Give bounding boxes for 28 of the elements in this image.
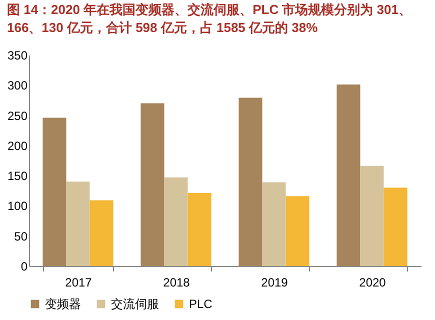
bar <box>42 118 66 266</box>
bar <box>360 166 384 266</box>
x-tick-label: 2019 <box>261 276 288 290</box>
bar <box>140 103 164 266</box>
y-tick-label: 250 <box>7 108 28 123</box>
y-tick-label: 50 <box>14 229 28 244</box>
y-tick-label: 350 <box>7 48 28 62</box>
bar <box>188 193 212 266</box>
legend-label: PLC <box>189 297 213 311</box>
x-tick-label: 2018 <box>163 276 190 290</box>
legend-label: 变频器 <box>45 297 81 311</box>
bar <box>384 188 408 266</box>
y-tick-label: 100 <box>7 199 28 214</box>
y-tick-label: 300 <box>7 78 28 93</box>
bar <box>286 196 310 266</box>
legend-label: 交流伺服 <box>111 297 159 311</box>
bar <box>336 84 360 266</box>
x-tick-label: 2020 <box>359 276 386 290</box>
chart-title: 图 14：2020 年在我国变频器、交流伺服、PLC 市场规模分别为 301、166、130 亿元，合计 598 亿元，占 1585 亿元的 38% <box>6 2 412 35</box>
bar <box>238 98 262 266</box>
y-tick-label: 0 <box>20 260 28 274</box>
bar <box>262 182 286 266</box>
bar <box>66 182 90 266</box>
bar <box>90 200 114 266</box>
x-tick-label: 2017 <box>65 276 92 290</box>
y-tick-label: 150 <box>7 169 28 184</box>
y-tick-label: 200 <box>7 138 28 153</box>
bar <box>164 177 188 266</box>
